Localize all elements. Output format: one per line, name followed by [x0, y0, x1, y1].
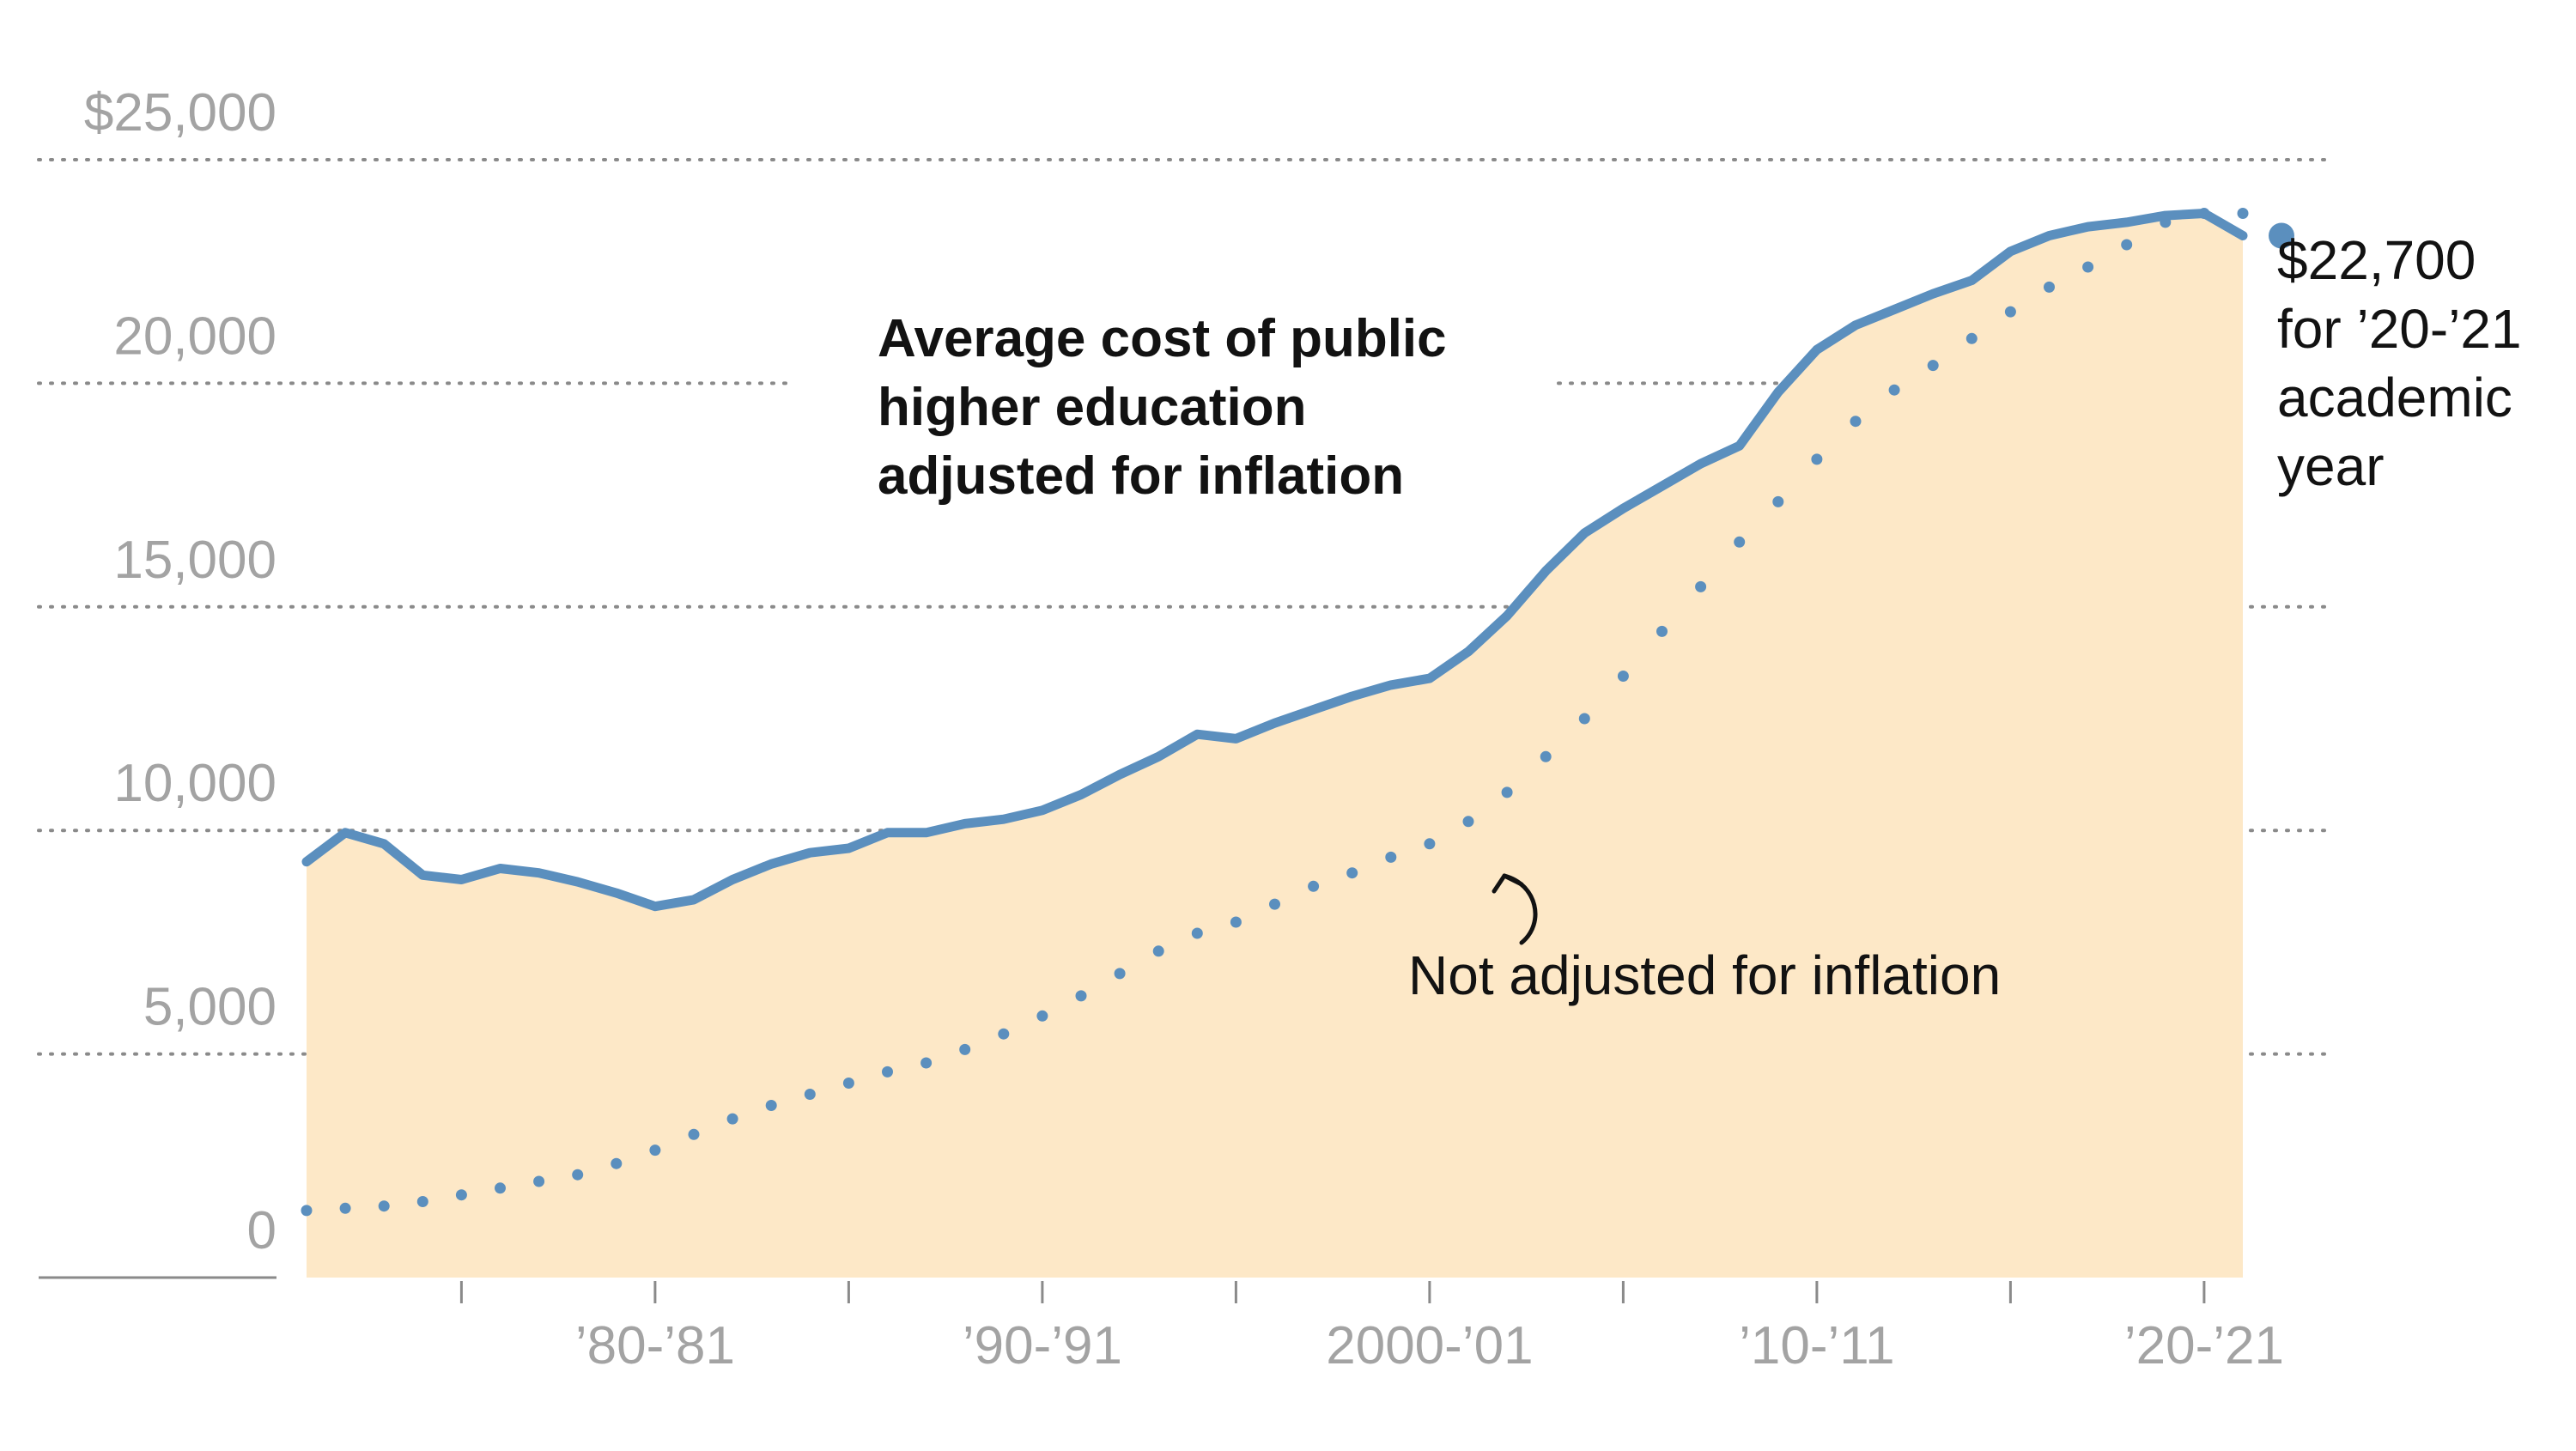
not-adjusted-point	[1656, 625, 1668, 637]
not-adjusted-point	[1772, 495, 1784, 507]
not-adjusted-point	[2082, 261, 2094, 273]
y-tick-label-10000: 10,000	[113, 754, 276, 813]
adjusted-cost-line	[301, 209, 2248, 912]
not-adjusted-point	[1578, 713, 1590, 725]
not-adjusted-point	[2237, 208, 2249, 219]
not-adjusted-point	[920, 1057, 933, 1069]
not-adjusted-point	[378, 1200, 390, 1212]
chart-title-line-1: Average cost of public	[878, 309, 1447, 368]
not-adjusted-point	[533, 1175, 545, 1187]
not-adjusted-point	[1385, 851, 1397, 863]
not-adjusted-point	[339, 1202, 351, 1214]
not-adjusted-point	[1617, 671, 1629, 682]
chart-title-line-3: adjusted for inflation	[878, 446, 1404, 506]
not-adjusted-point	[1269, 898, 1280, 910]
not-adjusted-point	[1501, 786, 1513, 798]
x-tick-label-2000: 2000-’01	[1326, 1316, 1533, 1375]
y-tick-label-5000: 5,000	[143, 978, 276, 1037]
end-value-annotation: $22,700 for ’20-’21 academic year	[2277, 229, 2537, 497]
not-adjusted-point	[1424, 838, 1436, 850]
not-adjusted-point	[842, 1078, 854, 1089]
end-value-amount: $22,700	[2277, 229, 2476, 291]
not-adjusted-point	[1811, 453, 1823, 465]
not-adjusted-point	[1927, 360, 1939, 372]
y-tick-label-25000: $25,000	[84, 83, 276, 143]
end-value-year-word: year	[2277, 435, 2385, 497]
not-adjusted-series	[301, 208, 2249, 1217]
x-axis-ticks: ’80-’81 ’90-’91 2000-’01 ’10-’11 ’20-’21	[459, 1281, 2284, 1375]
not-adjusted-point	[1888, 384, 1900, 396]
not-adjusted-point	[1346, 867, 1358, 879]
not-adjusted-point	[455, 1189, 467, 1201]
not-adjusted-point	[2004, 306, 2016, 318]
not-adjusted-point	[998, 1028, 1010, 1040]
not-adjusted-point	[1462, 816, 1474, 828]
not-adjusted-point	[649, 1144, 661, 1157]
not-adjusted-point	[1191, 927, 1203, 939]
not-adjusted-point	[726, 1113, 738, 1125]
not-adjusted-point	[1540, 750, 1552, 762]
y-axis-ticks: $25,000 20,000 15,000 10,000 5,000 0	[84, 83, 276, 1260]
adjusted-cost-area-fill	[307, 213, 2243, 1278]
chart-title-line-2: higher education	[878, 378, 1306, 437]
x-tick-label-2010: ’10-’11	[1739, 1316, 1895, 1375]
not-adjusted-label: Not adjusted for inflation	[1408, 944, 2001, 1006]
not-adjusted-point	[1734, 536, 1746, 548]
not-adjusted-point	[1152, 945, 1164, 957]
not-adjusted-point	[959, 1043, 971, 1055]
not-adjusted-point	[2044, 281, 2055, 293]
x-tick-label-2020: ’20-’21	[2124, 1316, 2284, 1375]
not-adjusted-point	[1075, 990, 1087, 1002]
x-tick-label-1980: ’80-’81	[575, 1316, 735, 1375]
not-adjusted-point	[301, 1205, 313, 1217]
not-adjusted-point	[1850, 416, 1862, 428]
not-adjusted-point	[1695, 580, 1707, 592]
not-adjusted-point	[1230, 916, 1242, 928]
not-adjusted-point	[1114, 968, 1126, 980]
y-tick-label-20000: 20,000	[113, 307, 276, 366]
not-adjusted-point	[416, 1196, 428, 1207]
not-adjusted-point	[688, 1128, 700, 1140]
end-value-year: for ’20-’21	[2277, 298, 2522, 360]
not-adjusted-point	[765, 1100, 777, 1111]
annotation-arrowhead-icon	[1492, 873, 1524, 894]
y-tick-label-15000: 15,000	[113, 531, 276, 590]
not-adjusted-point	[804, 1089, 816, 1100]
not-adjusted-point	[572, 1169, 584, 1181]
not-adjusted-point	[1308, 880, 1320, 892]
not-adjusted-point	[1965, 332, 1978, 344]
end-value-dot	[2269, 222, 2294, 249]
not-adjusted-point	[611, 1157, 623, 1169]
chart-title: Average cost of public higher education …	[878, 309, 1461, 506]
not-adjusted-point	[882, 1065, 893, 1078]
not-adjusted-point	[1036, 1010, 1048, 1022]
y-tick-label-0: 0	[247, 1201, 276, 1260]
not-adjusted-point	[495, 1182, 506, 1194]
x-tick-label-1990: ’90-’91	[963, 1316, 1122, 1375]
not-adjusted-point	[2121, 239, 2133, 251]
end-value-academic: academic	[2277, 367, 2512, 428]
